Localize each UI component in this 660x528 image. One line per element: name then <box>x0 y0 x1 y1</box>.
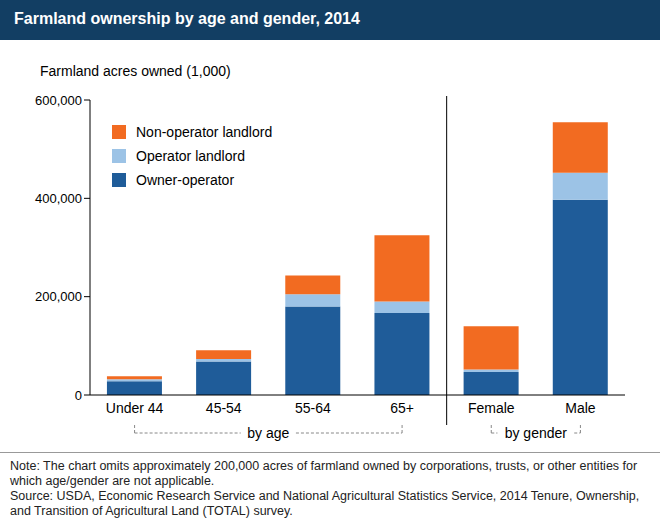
svg-text:200,000: 200,000 <box>35 289 82 304</box>
html-text:Note: The chart omits approxim: Note: The chart omits approximately 200,… <box>10 459 638 488</box>
html-text:Owner-operator: Owner-operator <box>136 172 234 188</box>
svg-text:600,000: 600,000 <box>35 93 82 108</box>
html-text:Source: USDA, Economic Researc: Source: USDA, Economic Research Service … <box>10 489 640 518</box>
html-text:Farmland acres owned (1,000): Farmland acres owned (1,000) <box>40 63 231 79</box>
svg-text:by age: by age <box>247 425 289 441</box>
svg-text:55-64: 55-64 <box>295 400 331 416</box>
html-text:Farmland ownership by age and: Farmland ownership by age and gender, 20… <box>14 10 360 27</box>
svg-text:Under 44: Under 44 <box>106 400 164 416</box>
svg-text:by gender: by gender <box>505 425 568 441</box>
svg-text:0: 0 <box>75 388 82 403</box>
html-text:Operator landlord: Operator landlord <box>136 148 245 164</box>
svg-text:Male: Male <box>565 400 596 416</box>
svg-text:Female: Female <box>468 400 515 416</box>
svg-text:65+: 65+ <box>390 400 414 416</box>
svg-text:45-54: 45-54 <box>206 400 242 416</box>
svg-text:400,000: 400,000 <box>35 191 82 206</box>
html-text:Non-operator landlord: Non-operator landlord <box>136 124 273 140</box>
